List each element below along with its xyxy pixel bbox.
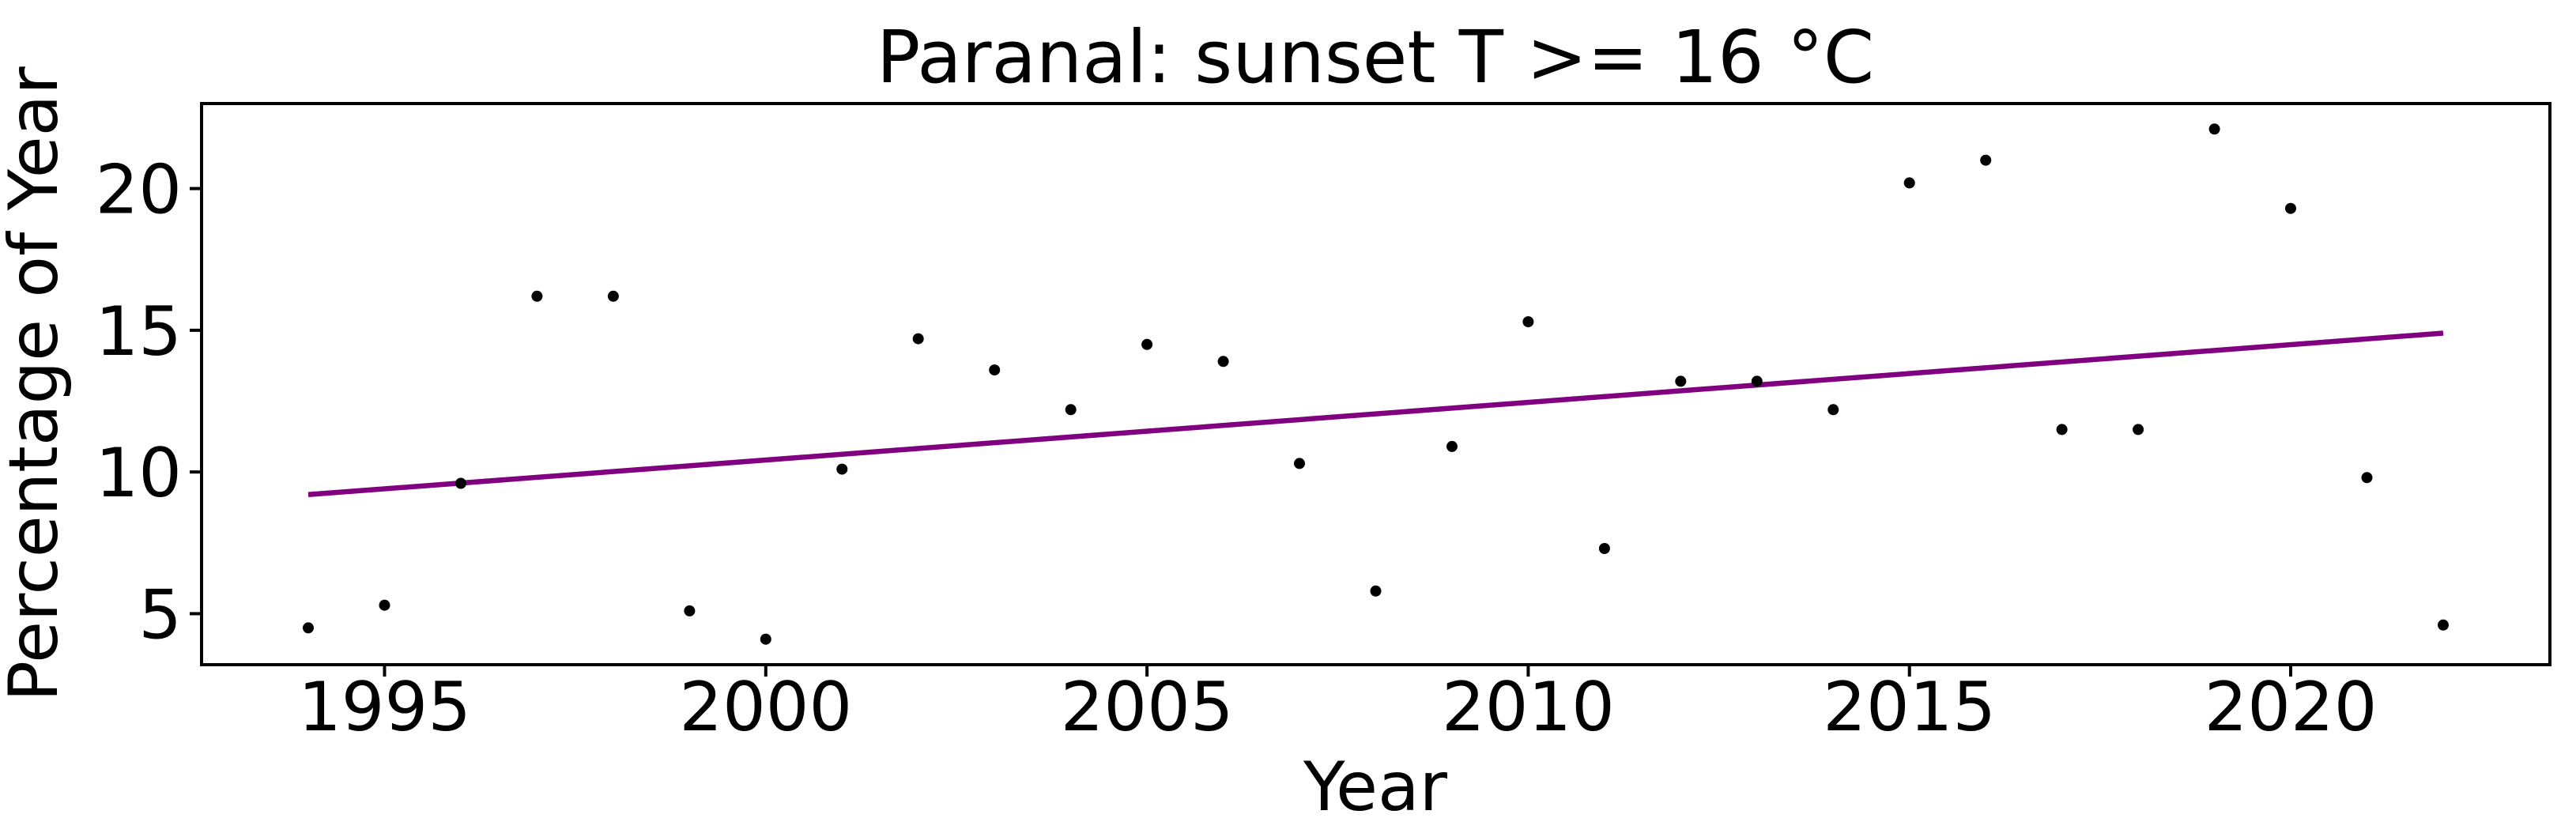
data-point bbox=[1903, 177, 1915, 189]
data-point bbox=[455, 477, 466, 489]
data-point bbox=[2361, 472, 2373, 484]
scatter-points bbox=[303, 123, 2449, 645]
x-tick-label: 1995 bbox=[298, 668, 471, 747]
data-point bbox=[2056, 424, 2068, 435]
data-point bbox=[1294, 458, 1305, 469]
x-axis-label: Year bbox=[1303, 748, 1448, 827]
data-point bbox=[1141, 338, 1153, 350]
data-point bbox=[2208, 123, 2220, 135]
y-tick-label: 5 bbox=[138, 575, 182, 654]
data-point bbox=[2438, 619, 2449, 631]
chart-title: Paranal: sunset T >= 16 °C bbox=[877, 15, 1874, 100]
data-point bbox=[1446, 440, 1458, 452]
y-tick-label: 15 bbox=[96, 292, 182, 371]
data-point bbox=[1217, 356, 1229, 368]
y-tick-label: 10 bbox=[96, 434, 182, 513]
x-axis-ticks: 1995 2000 2005 2010 2015 2020 bbox=[298, 666, 2377, 747]
x-tick-label: 2000 bbox=[679, 668, 852, 747]
data-point bbox=[836, 463, 848, 475]
data-point bbox=[1980, 154, 1992, 166]
data-point bbox=[1522, 316, 1534, 328]
data-point bbox=[1675, 375, 1687, 387]
data-point bbox=[912, 333, 924, 345]
x-tick-label: 2010 bbox=[1442, 668, 1615, 747]
x-tick-label: 2015 bbox=[1823, 668, 1996, 747]
data-point bbox=[2133, 424, 2144, 435]
data-point bbox=[760, 633, 771, 645]
data-point bbox=[1065, 404, 1077, 416]
axes-frame bbox=[200, 102, 2551, 666]
data-point bbox=[2285, 202, 2296, 214]
data-point bbox=[1598, 543, 1610, 554]
y-axis-label: Percentage of Year bbox=[0, 66, 74, 702]
data-point bbox=[989, 364, 1001, 376]
trend-line bbox=[307, 330, 2444, 498]
x-tick-label: 2005 bbox=[1061, 668, 1234, 747]
y-axis-ticks: 5 10 15 20 bbox=[96, 151, 200, 654]
data-point bbox=[607, 290, 619, 302]
data-point bbox=[684, 605, 696, 616]
data-point bbox=[1370, 585, 1382, 597]
data-point bbox=[303, 622, 314, 634]
y-tick-label: 20 bbox=[96, 151, 182, 230]
data-point bbox=[1751, 375, 1763, 387]
data-point bbox=[531, 290, 543, 302]
x-tick-label: 2020 bbox=[2204, 668, 2378, 747]
data-point bbox=[379, 599, 390, 611]
data-point bbox=[1827, 404, 1839, 416]
